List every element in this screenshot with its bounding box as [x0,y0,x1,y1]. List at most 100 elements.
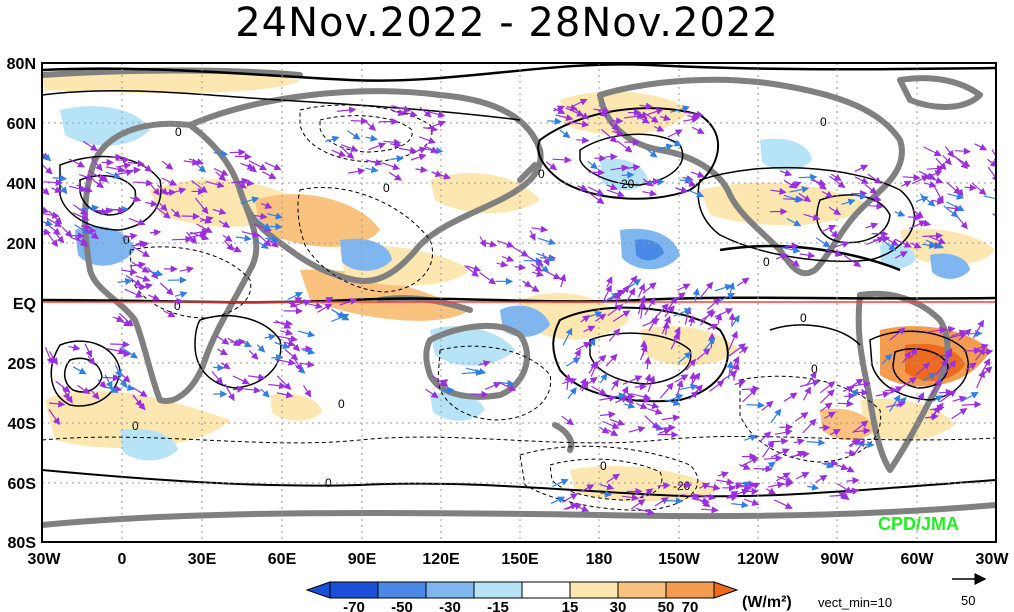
flux-vector [674,374,689,383]
flux-vector [961,400,982,409]
flux-vector [648,316,658,332]
flux-vector [872,235,891,243]
flux-vector [659,424,676,432]
flux-vector [657,482,671,490]
flux-vector [922,241,937,249]
lat-label: EQ [13,296,36,313]
flux-vector [179,266,195,274]
flux-vector [423,125,439,133]
flux-vector [677,351,692,364]
flux-vector [884,386,904,396]
flux-vector [794,412,809,422]
flux-vector [496,260,509,268]
reference-vector: 50 [952,573,987,608]
flux-vector [269,223,283,231]
flux-vector [213,364,225,372]
flux-vector [825,249,843,257]
flux-vector [599,411,616,419]
flux-vector [199,216,213,224]
contour-label-0: 0 [538,167,545,181]
flux-vector [239,179,255,187]
flux-vector [768,481,785,489]
flux-vector [368,142,387,151]
flux-vector [622,375,643,385]
flux-vector [851,380,871,388]
flux-vector [997,165,1007,181]
flux-vector [983,195,996,203]
flux-vector [339,298,358,306]
flux-vector [125,274,142,287]
flux-vector [302,384,312,398]
flux-vector [799,379,821,388]
lat-label: 60N [7,116,36,133]
flux-vector [365,134,378,142]
flux-vector [676,379,684,397]
flux-vector [149,228,162,237]
flux-vector [561,415,575,426]
flux-vector [647,375,656,393]
flux-vector [644,415,660,430]
flux-vector [274,341,291,349]
flux-vector [664,296,678,313]
flux-vector [588,168,605,177]
reference-vector-value: 50 [961,593,975,608]
map-frame [41,62,997,543]
flux-vector [478,360,491,368]
flux-vector [658,143,674,151]
flux-vector [89,388,100,400]
flux-vector [562,327,573,346]
lat-label: 40N [7,176,36,193]
flux-vector [779,423,794,431]
flux-vector [687,113,700,121]
flux-vector [923,172,935,180]
contour-label-0: 0 [123,233,130,247]
flux-vector [881,353,893,365]
flux-vector [845,449,857,457]
flux-vector [410,153,427,161]
flux-vectors [42,98,1007,516]
flux-vector [253,212,268,220]
flux-vector [470,390,489,398]
flux-vector [561,493,579,503]
flux-vector [610,164,629,172]
flux-vector [957,216,968,230]
flux-vector [171,235,193,243]
flux-vector [746,401,765,409]
flux-vector [621,163,641,172]
flux-vector [635,507,655,516]
flux-vector [42,206,50,214]
credit-label: CPD/JMA [878,514,959,534]
flux-vector [829,429,841,436]
flux-vector [741,385,760,393]
flux-vector [73,204,88,216]
flux-vector [537,237,557,246]
flux-vector [611,379,619,391]
flux-vector [256,344,266,353]
flux-vector [699,281,714,299]
flux-vector [340,145,355,160]
flux-vector [181,212,200,220]
flux-vector [427,120,446,129]
flux-vector [236,181,247,189]
contour-labels: 0 0 0 0 0 0 0 0 0 0 0 0 0 -20 20 [123,115,827,493]
colorbar-segment [329,581,379,599]
flux-vector [854,164,869,172]
flux-vector [763,454,783,462]
flux-vector [762,440,775,458]
flux-vector [728,312,736,326]
flux-vector [678,383,699,391]
flux-vector [321,297,334,304]
flux-vector [485,382,502,390]
flux-vector [623,401,636,409]
flux-vector [591,385,607,395]
flux-vector [639,488,654,499]
flux-vector [69,185,87,193]
lon-label: 90E [348,551,377,568]
flux-vector [942,154,952,166]
flux-vector [562,377,577,385]
colorbar-right-arrow [713,581,739,599]
flux-vector [621,493,639,502]
flux-vector [820,381,836,394]
flux-vector [774,428,793,436]
